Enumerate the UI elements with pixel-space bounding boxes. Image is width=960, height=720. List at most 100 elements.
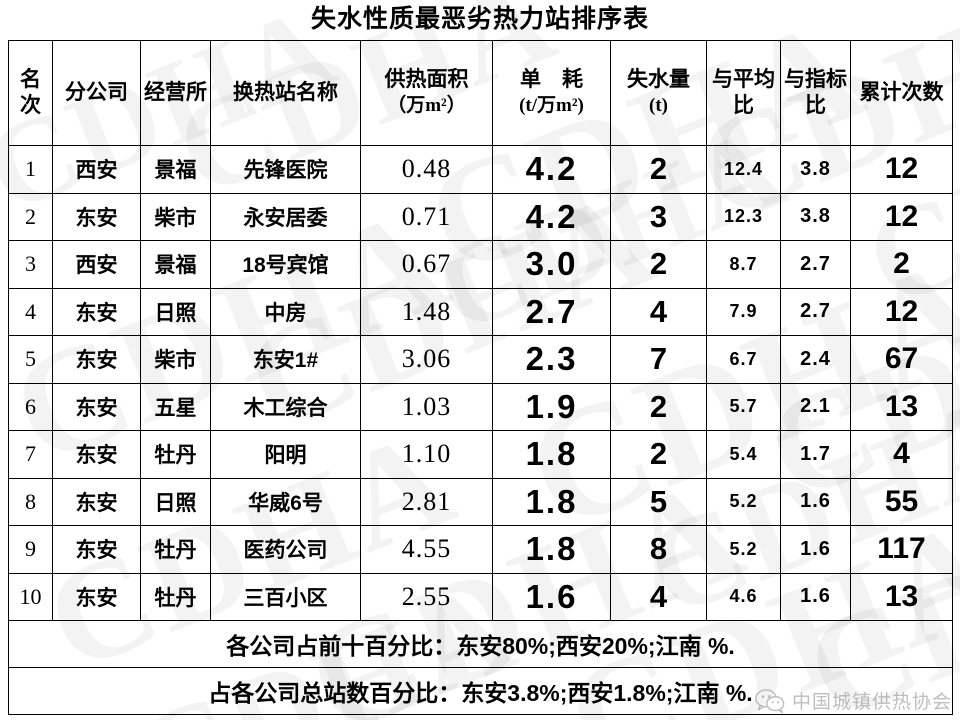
- cell-vs-index: 3.8: [780, 192, 851, 241]
- column-header-rank: 名次: [8, 40, 53, 146]
- cell-unit-consumption: 3.0: [492, 240, 611, 289]
- cell-rank: 4: [8, 287, 53, 336]
- table-footer-row: 占各公司总站数百分比：东安3.8%;西安1.8%;江南 %.: [8, 667, 953, 715]
- cell-heating-area: 0.67: [360, 240, 493, 289]
- cell-branch: 东安: [52, 192, 141, 241]
- cell-office: 日照: [140, 477, 211, 526]
- cell-unit-consumption: 1.9: [492, 382, 611, 431]
- cell-vs-index: 1.7: [780, 430, 851, 479]
- cell-station-name: 18号宾馆: [210, 240, 361, 289]
- cell-office: 牡丹: [140, 572, 211, 621]
- cell-vs-index: 1.6: [780, 477, 851, 526]
- cell-vs-index: 1.6: [780, 525, 851, 574]
- cell-cumulative-count: 13: [850, 572, 953, 621]
- cell-unit-consumption: 2.7: [492, 287, 611, 336]
- header-unit: (t/万m²): [519, 95, 584, 116]
- cell-heating-area: 1.48: [360, 287, 493, 336]
- cell-unit-consumption: 4.2: [492, 145, 611, 194]
- header-label: 经营所: [144, 81, 207, 104]
- table-row: 5 东安 柴市 东安1# 3.06 2.3 7 6.7 2.4 67: [8, 335, 953, 384]
- cell-branch: 西安: [52, 240, 141, 289]
- header-label: 分公司: [65, 81, 128, 104]
- cell-unit-consumption: 2.3: [492, 335, 611, 384]
- cell-water-loss: 2: [610, 145, 707, 194]
- cell-water-loss: 8: [610, 525, 707, 574]
- cell-vs-average: 5.7: [706, 382, 781, 431]
- cell-cumulative-count: 67: [850, 335, 953, 384]
- table-row: 7 东安 牡丹 阳明 1.10 1.8 2 5.4 1.7 4: [8, 430, 953, 479]
- table-row: 4 东安 日照 中房 1.48 2.7 4 7.9 2.7 12: [8, 287, 953, 336]
- cell-water-loss: 2: [610, 382, 707, 431]
- cell-unit-consumption: 1.8: [492, 477, 611, 526]
- cell-water-loss: 5: [610, 477, 707, 526]
- cell-station-name: 木工综合: [210, 382, 361, 431]
- cell-heating-area: 3.06: [360, 335, 493, 384]
- cell-vs-index: 2.7: [780, 240, 851, 289]
- cell-heating-area: 2.81: [360, 477, 493, 526]
- cell-office: 柴市: [140, 192, 211, 241]
- cell-office: 五星: [140, 382, 211, 431]
- cell-office: 日照: [140, 287, 211, 336]
- cell-heating-area: 0.48: [360, 145, 493, 194]
- table-row: 2 东安 柴市 永安居委 0.71 4.2 3 12.3 3.8 12: [8, 192, 953, 241]
- cell-branch: 东安: [52, 382, 141, 431]
- cell-vs-average: 5.4: [706, 430, 781, 479]
- cell-rank: 2: [8, 192, 53, 241]
- cell-water-loss: 2: [610, 240, 707, 289]
- column-header-branch: 分公司: [52, 40, 141, 146]
- header-label: 名次: [20, 68, 41, 117]
- cell-water-loss: 4: [610, 572, 707, 621]
- cell-branch: 东安: [52, 477, 141, 526]
- cell-rank: 10: [8, 572, 53, 621]
- cell-cumulative-count: 12: [850, 145, 953, 194]
- cell-water-loss: 3: [610, 192, 707, 241]
- cell-cumulative-count: 2: [850, 240, 953, 289]
- header-label: 供热面积: [384, 68, 469, 91]
- column-header-vs-index: 与指标比: [780, 40, 851, 146]
- footer-note: 各公司占前十百分比：东安80%;西安20%;江南 %.: [8, 620, 953, 668]
- cell-heating-area: 1.10: [360, 430, 493, 479]
- cell-water-loss: 7: [610, 335, 707, 384]
- cell-unit-consumption: 4.2: [492, 192, 611, 241]
- column-header-heating-area: 供热面积 （万m²）: [360, 40, 493, 146]
- cell-station-name: 中房: [210, 287, 361, 336]
- cell-cumulative-count: 55: [850, 477, 953, 526]
- table-header: 名次 分公司 经营所 换热站名称 供热面积 （万m²） 单 耗 (t/万m²): [8, 40, 953, 146]
- header-label: 换热站名称: [233, 81, 338, 104]
- header-label: 累计次数: [859, 81, 944, 104]
- cell-branch: 东安: [52, 335, 141, 384]
- cell-station-name: 东安1#: [210, 335, 361, 384]
- column-header-water-loss: 失水量 (t): [610, 40, 707, 146]
- cell-vs-average: 7.9: [706, 287, 781, 336]
- cell-rank: 1: [8, 145, 53, 194]
- cell-station-name: 先锋医院: [210, 145, 361, 194]
- footer-note: 占各公司总站数百分比：东安3.8%;西安1.8%;江南 %.: [8, 667, 953, 715]
- cell-station-name: 医药公司: [210, 525, 361, 574]
- cell-branch: 东安: [52, 287, 141, 336]
- header-unit: （万m²）: [387, 95, 466, 116]
- cell-vs-index: 2.7: [780, 287, 851, 336]
- column-header-station-name: 换热站名称: [210, 40, 361, 146]
- cell-rank: 3: [8, 240, 53, 289]
- header-label: 失水量: [627, 68, 690, 91]
- column-header-cumulative-count: 累计次数: [850, 40, 953, 146]
- cell-unit-consumption: 1.8: [492, 525, 611, 574]
- cell-office: 牡丹: [140, 525, 211, 574]
- table-row: 10 东安 牡丹 三百小区 2.55 1.6 4 4.6 1.6 13: [8, 572, 953, 621]
- cell-rank: 5: [8, 335, 53, 384]
- cell-station-name: 三百小区: [210, 572, 361, 621]
- cell-unit-consumption: 1.8: [492, 430, 611, 479]
- cell-office: 景福: [140, 145, 211, 194]
- table-row: 1 西安 景福 先锋医院 0.48 4.2 2 12.4 3.8 12: [8, 145, 953, 194]
- column-header-vs-average: 与平均比: [706, 40, 781, 146]
- table-row: 9 东安 牡丹 医药公司 4.55 1.8 8 5.2 1.6 117: [8, 525, 953, 574]
- cell-station-name: 永安居委: [210, 192, 361, 241]
- cell-water-loss: 4: [610, 287, 707, 336]
- table-body: 1 西安 景福 先锋医院 0.48 4.2 2 12.4 3.8 12 2 东安 柴市 永安居委 0.71 4…: [8, 145, 953, 715]
- header-label: 单 耗: [520, 68, 583, 91]
- header-row: 名次 分公司 经营所 换热站名称 供热面积 （万m²） 单 耗 (t/万m²): [8, 40, 953, 146]
- cell-heating-area: 2.55: [360, 572, 493, 621]
- cell-vs-average: 5.2: [706, 525, 781, 574]
- cell-vs-average: 6.7: [706, 335, 781, 384]
